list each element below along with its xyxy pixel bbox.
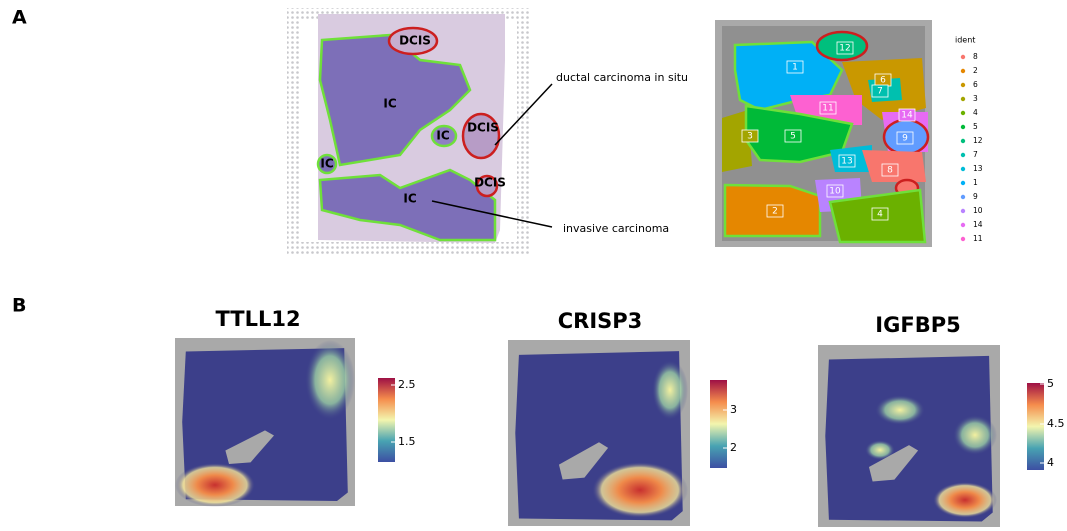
annotation: ductal carcinoma in situ: [556, 71, 688, 84]
legend-label: 10: [973, 206, 983, 215]
cluster-label: 8: [887, 166, 893, 176]
legend-marker: [961, 83, 965, 87]
cluster-label: 14: [901, 111, 913, 121]
region-label: DCIS: [399, 34, 431, 48]
expression-hotspot: [875, 395, 925, 425]
cluster-label: 3: [747, 132, 753, 142]
region-label: IC: [320, 157, 333, 171]
legend-marker: [961, 139, 965, 143]
map-title: IGFBP5: [875, 313, 960, 337]
cluster-label: 11: [822, 104, 833, 114]
legend-marker: [961, 55, 965, 59]
colorbar: [1027, 383, 1044, 470]
panel-label: A: [12, 7, 27, 29]
cluster-label: 10: [829, 187, 841, 197]
colorbar: [378, 378, 395, 462]
cluster-label: 1: [792, 63, 798, 73]
expression-hotspot: [305, 340, 355, 420]
legend-label: 9: [973, 192, 978, 201]
cluster-label: 2: [772, 207, 778, 217]
legend-label: 11: [973, 234, 983, 243]
legend-marker: [961, 97, 965, 101]
expression-hotspot: [175, 463, 255, 507]
region-label: DCIS: [474, 176, 506, 190]
region-label: IC: [383, 97, 396, 111]
map-title: TTLL12: [215, 307, 300, 331]
cluster-label: 12: [839, 44, 850, 54]
colorbar-tick-label: 3: [730, 403, 737, 416]
legend-marker: [961, 111, 965, 115]
colorbar-tick-label: 1.5: [398, 435, 416, 448]
cluster-label: 4: [877, 210, 883, 220]
legend-title: ident: [955, 36, 975, 45]
region-label: IC: [436, 129, 449, 143]
legend-marker: [961, 195, 965, 199]
colorbar-tick-label: 4: [1047, 456, 1054, 469]
legend-marker: [961, 125, 965, 129]
legend-label: 4: [973, 108, 978, 117]
legend-marker: [961, 181, 965, 185]
legend-label: 13: [973, 164, 983, 173]
legend-label: 7: [973, 150, 978, 159]
legend-label: 1: [973, 178, 978, 187]
panel-label: B: [12, 295, 26, 317]
legend-label: 5: [973, 122, 978, 131]
expression-hotspot: [933, 482, 997, 518]
legend-label: 12: [973, 136, 983, 145]
cluster-label: 6: [880, 76, 886, 86]
annotation: invasive carcinoma: [563, 222, 669, 235]
colorbar-tick-label: 5: [1047, 377, 1054, 390]
cluster-label: 9: [902, 134, 908, 144]
legend-marker: [961, 69, 965, 73]
cluster-label: 13: [841, 157, 852, 167]
expression-hotspot: [592, 462, 688, 518]
expression-hotspot: [652, 360, 688, 420]
cluster-label: 5: [790, 132, 796, 142]
figure: A B DCIS IC IC DCIS IC DCIS IC ductal carcinom…: [0, 0, 1067, 531]
legend-label: 8: [973, 52, 978, 61]
colorbar: [710, 380, 727, 468]
colorbar-tick-label: 2: [730, 441, 737, 454]
legend-label: 6: [973, 80, 978, 89]
region-label: DCIS: [467, 121, 499, 135]
legend-label: 14: [973, 220, 983, 229]
legend-marker: [961, 237, 965, 241]
expression-hotspot: [953, 415, 997, 455]
legend-marker: [961, 223, 965, 227]
map-title: CRISP3: [558, 309, 643, 333]
legend-label: 3: [973, 94, 978, 103]
colorbar-tick-label: 2.5: [398, 378, 416, 391]
legend-label: 2: [973, 66, 978, 75]
legend-marker: [961, 153, 965, 157]
legend-marker: [961, 209, 965, 213]
legend-marker: [961, 167, 965, 171]
cluster-label: 7: [877, 87, 883, 97]
colorbar-tick-label: 4.5: [1047, 417, 1065, 430]
region-label: IC: [403, 192, 416, 206]
